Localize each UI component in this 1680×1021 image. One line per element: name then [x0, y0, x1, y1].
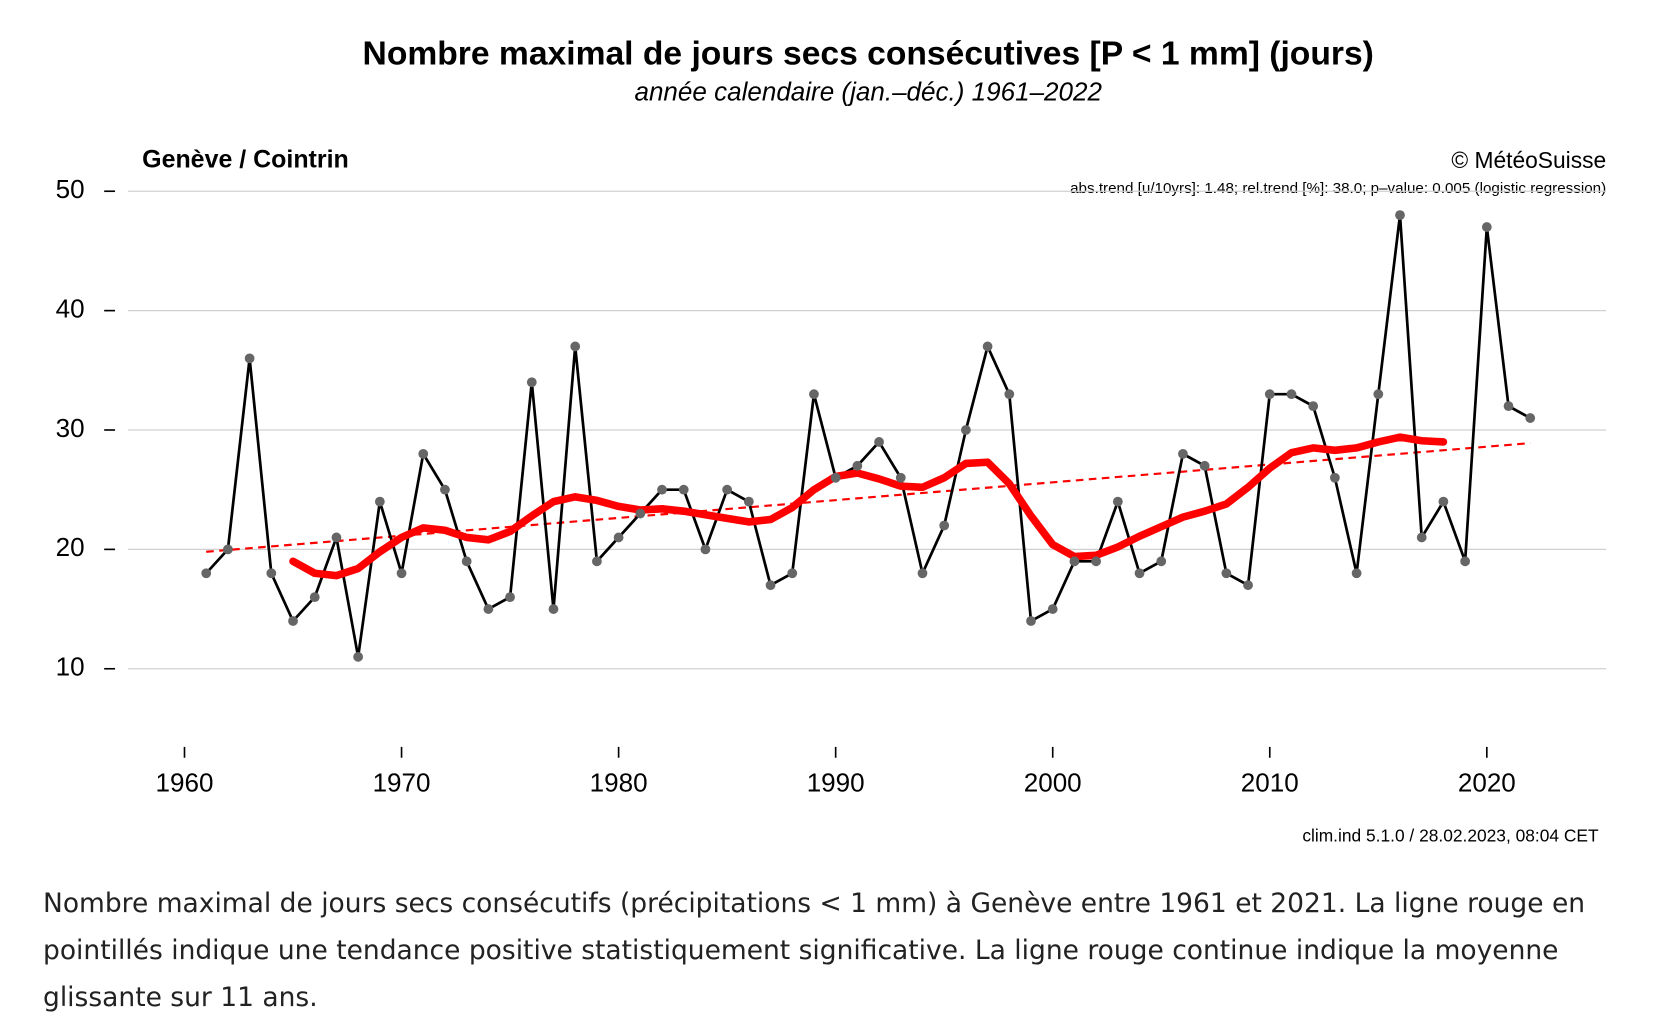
data-point — [1330, 472, 1340, 483]
x-tick-label: 1980 — [590, 768, 648, 798]
data-point — [1026, 616, 1036, 626]
data-point — [461, 556, 472, 567]
data-point — [1243, 580, 1253, 591]
data-point — [244, 353, 255, 364]
data-point — [1047, 604, 1058, 614]
data-point — [852, 460, 863, 471]
x-tick-label: 2000 — [1024, 768, 1082, 798]
data-point — [1373, 389, 1384, 400]
data-point — [700, 544, 711, 555]
data-line — [204, 213, 1532, 659]
data-point — [1069, 556, 1080, 567]
chart: Nombre maximal de jours secs consécutive… — [56, 35, 1607, 846]
data-point — [1091, 556, 1102, 567]
data-point — [678, 484, 689, 495]
data-point — [266, 568, 277, 579]
data-point — [548, 604, 559, 614]
chart-subtitle: année calendaire (jan.–déc.) 1961–2022 — [634, 76, 1102, 106]
data-point — [483, 604, 494, 614]
data-point — [895, 472, 906, 483]
data-point — [353, 651, 364, 662]
station: Genève / Cointrin — [142, 145, 349, 173]
data-point — [1004, 389, 1015, 400]
x-tick-label: 1990 — [807, 768, 865, 798]
y-tick-label: 50 — [56, 174, 85, 204]
data-point — [743, 496, 754, 507]
footer: clim.ind 5.1.0 / 28.02.2023, 08:04 CET — [1302, 826, 1599, 846]
x-tick-label: 1970 — [373, 768, 431, 798]
moving-average — [289, 433, 1448, 580]
x-tick-label: 2020 — [1458, 768, 1516, 798]
x-tick-label: 1960 — [156, 768, 214, 798]
data-point — [613, 532, 624, 543]
data-point — [961, 425, 971, 435]
y-tick-label: 10 — [56, 652, 85, 682]
data-point — [809, 389, 819, 400]
data-point — [1112, 496, 1123, 507]
data-point — [939, 520, 950, 531]
data-point — [396, 568, 407, 579]
data-point — [1351, 568, 1362, 579]
data-point — [223, 544, 233, 555]
data-point — [1503, 401, 1514, 412]
y-tick-label: 20 — [56, 532, 85, 562]
chart-title: Nombre maximal de jours secs consécutive… — [363, 35, 1374, 72]
x-tick-label: 2010 — [1241, 768, 1299, 798]
y-tick-label: 40 — [56, 293, 85, 323]
data-point — [201, 568, 212, 579]
trend-note: abs.trend [u/10yrs]: 1.48; rel.trend [%]… — [1070, 180, 1606, 197]
data-point — [787, 568, 798, 579]
data-point — [1156, 556, 1167, 567]
data-point — [1221, 568, 1232, 579]
data-point — [1416, 532, 1427, 543]
data-point — [1308, 401, 1319, 412]
data-point — [874, 437, 884, 447]
y-tick-label: 30 — [56, 413, 85, 443]
data-point — [1525, 413, 1536, 423]
data-point — [1286, 389, 1297, 400]
data-point — [309, 592, 320, 603]
data-point — [1438, 496, 1449, 507]
data-point — [765, 580, 776, 591]
data-point — [592, 556, 602, 567]
credit: © MétéoSuisse — [1451, 147, 1606, 173]
data-point — [1481, 222, 1492, 232]
data-point — [570, 341, 581, 352]
trend-line — [206, 442, 1531, 553]
data-point — [1460, 556, 1470, 567]
data-point — [1395, 210, 1405, 220]
caption: Nombre maximal de jours secs consécutifs… — [43, 888, 1586, 1013]
data-point — [288, 616, 298, 626]
data-point — [331, 532, 342, 543]
data-point — [1134, 568, 1145, 579]
data-point — [982, 341, 993, 352]
data-point — [657, 484, 667, 495]
data-point — [374, 496, 385, 507]
data-point — [830, 472, 841, 483]
data-point — [526, 377, 537, 388]
data-point — [418, 448, 429, 459]
data-point — [917, 568, 928, 579]
data-point — [1178, 448, 1188, 459]
data-point — [722, 484, 733, 495]
data-point — [635, 508, 646, 519]
data-point — [505, 592, 515, 603]
data-point — [440, 484, 450, 495]
data-point — [1264, 389, 1275, 400]
data-point — [1199, 460, 1210, 471]
